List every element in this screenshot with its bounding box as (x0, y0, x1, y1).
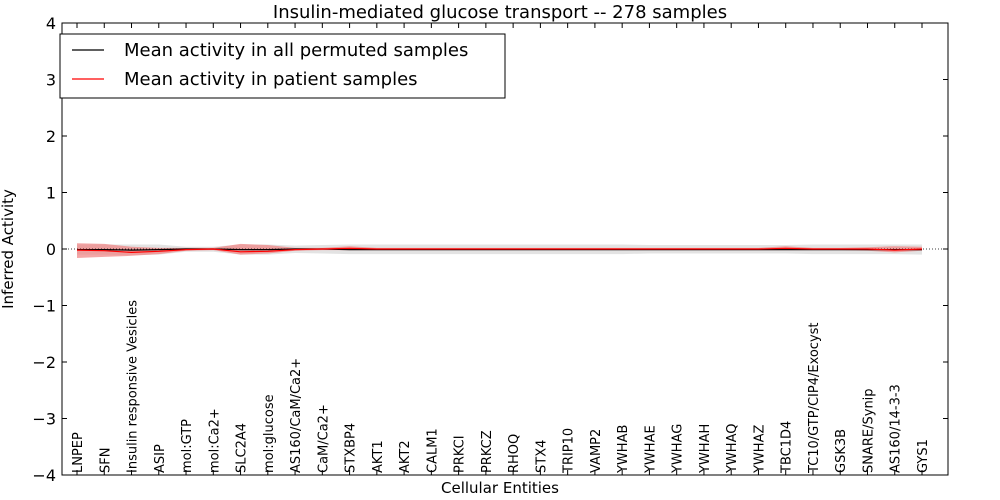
legend-box (59, 33, 506, 99)
x-tick-label: TRIP10 (562, 428, 577, 474)
x-tick-label: AKT2 (398, 440, 413, 473)
series-line-patient (76, 247, 923, 254)
series-lines (76, 247, 923, 254)
x-tick-label: YWHAQ (725, 424, 740, 474)
x-tick-label: YWHAB (616, 425, 631, 474)
x-tick-label: SLC2A4 (235, 423, 250, 473)
band-patient (77, 243, 922, 258)
x-tick-label: AS160/14-3-3 (889, 384, 904, 473)
y-tick-label: 2 (46, 127, 56, 146)
x-tick-label: STX4 (534, 440, 549, 473)
x-tick-label: AS160/CaM/Ca2+ (289, 358, 304, 473)
x-tick-label: PRKCZ (480, 430, 495, 473)
y-tick-label: −4 (32, 466, 56, 485)
x-tick-label: GSK3B (834, 429, 849, 473)
y-tick-label: 3 (46, 71, 56, 90)
x-tick-label: CALM1 (425, 428, 440, 473)
x-tick-label: SNARE/Synip (862, 388, 877, 473)
x-tick-label: TC10/GTP/CIP4/Exocyst (807, 322, 822, 474)
x-tick-label: mol:Ca2+ (207, 408, 222, 473)
x-tick-label: YWHAZ (753, 425, 768, 474)
x-tick-label: PRKCI (453, 435, 468, 473)
x-tick-label: mol:GTP (180, 419, 195, 473)
legend: Mean activity in all permuted samples Me… (59, 33, 506, 99)
x-tick-label: GYS1 (916, 439, 931, 473)
y-tick-label: −1 (32, 297, 56, 316)
x-tick-label: YWHAE (643, 425, 658, 474)
x-tick-label: LNPEP (71, 432, 86, 473)
x-tick-label: mol:glucose (262, 394, 277, 473)
x-tick-label: VAMP2 (589, 429, 604, 473)
x-tick-label: AKT1 (371, 440, 386, 473)
x-tick-label: TBC1D4 (780, 421, 795, 474)
y-axis: 4 3 2 1 0 −1 −2 −3 −4 (32, 14, 948, 485)
x-axis: LNPEP SFN Insulin responsive Vesicles ASIP m… (71, 23, 931, 475)
x-axis-label: Cellular Entities (441, 479, 559, 497)
y-tick-label: 0 (46, 240, 56, 259)
y-tick-label: 4 (46, 14, 56, 33)
x-tick-label: ASIP (153, 444, 168, 473)
legend-label-permuted: Mean activity in all permuted samples (124, 40, 468, 61)
y-tick-label: −2 (32, 353, 56, 372)
chart-title: Insulin-mediated glucose transport -- 27… (273, 2, 727, 23)
y-axis-label: Inferred Activity (0, 189, 17, 309)
x-tick-label: STXBP4 (344, 423, 359, 473)
x-tick-label: RHOQ (507, 434, 522, 473)
x-tick-label: Insulin responsive Vesicles (126, 300, 141, 473)
y-tick-label: 1 (46, 184, 56, 203)
x-tick-label: YWHAG (671, 424, 686, 474)
x-tick-label: SFN (98, 448, 113, 473)
legend-label-patient: Mean activity in patient samples (124, 69, 418, 90)
x-tick-label: YWHAH (698, 424, 713, 474)
y-tick-label: −3 (32, 410, 56, 429)
x-tick-label: CaM/Ca2+ (316, 404, 331, 473)
